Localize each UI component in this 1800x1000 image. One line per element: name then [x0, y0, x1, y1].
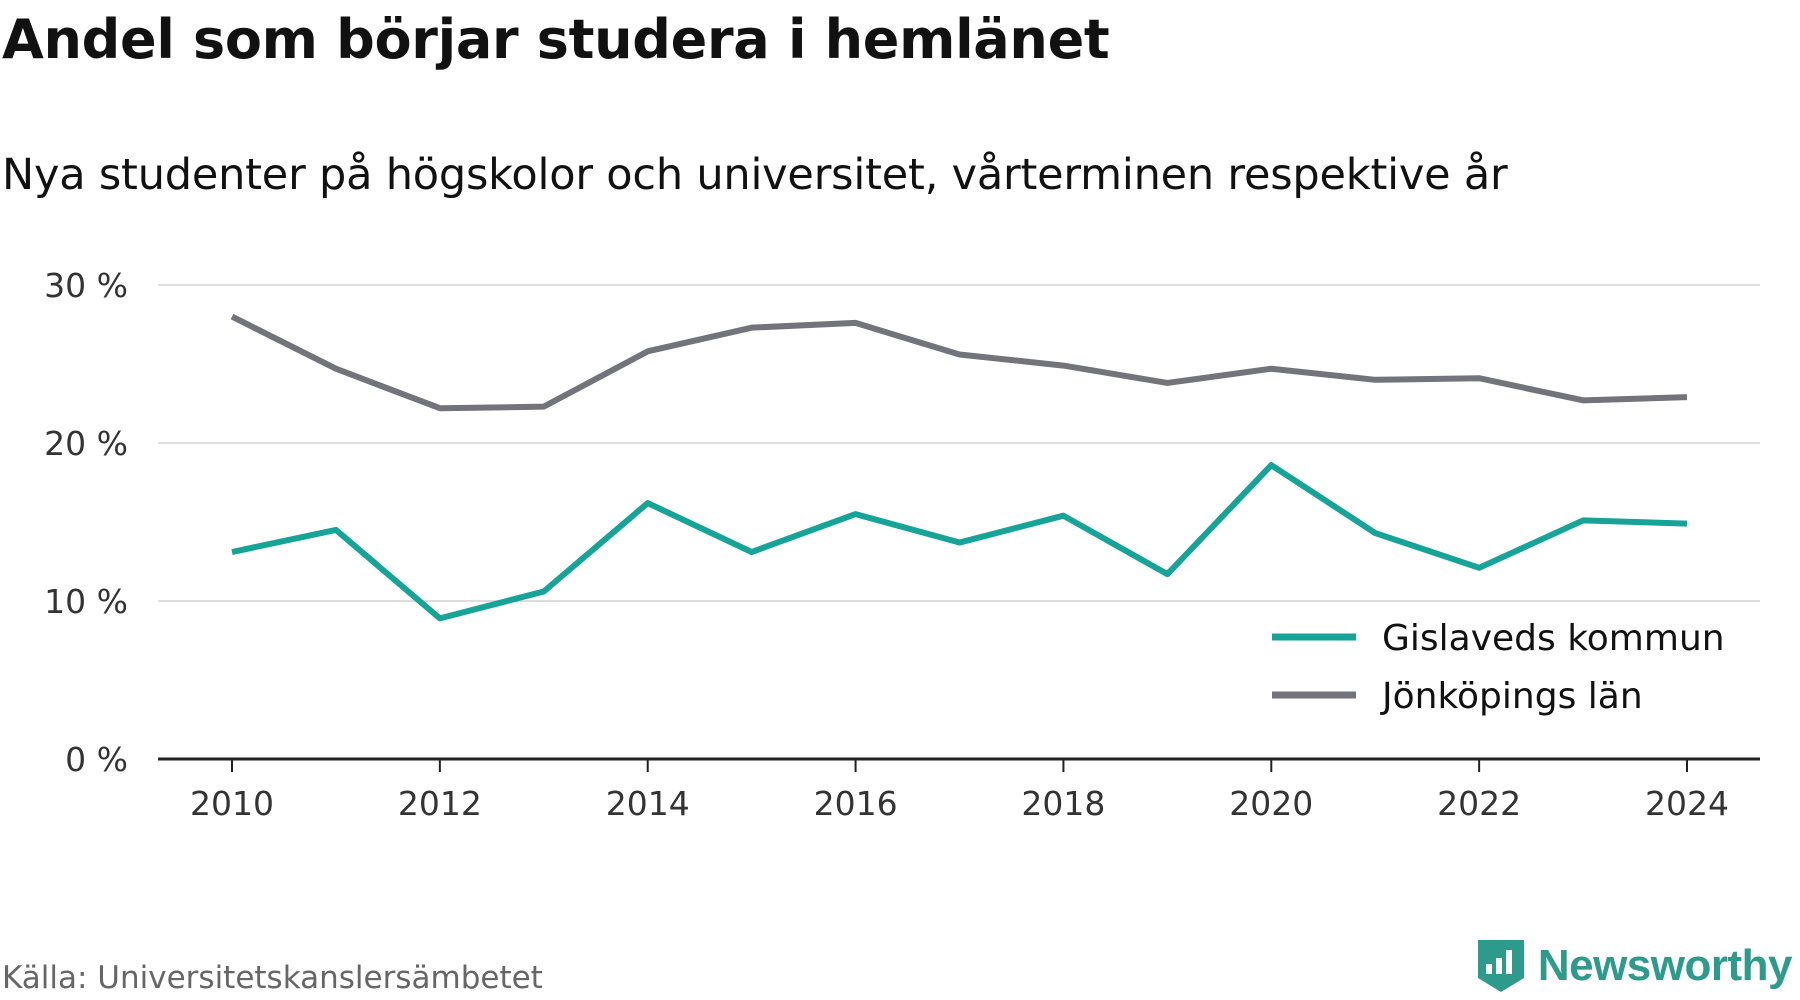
x-tick-label: 2024 [1645, 784, 1729, 823]
newsworthy-logo-icon [1477, 940, 1524, 992]
series-line [231, 462, 1688, 622]
x-tick-label: 2014 [606, 784, 690, 823]
chart-subtitle: Nya studenter på högskolor och universit… [2, 150, 1508, 200]
series-lines [230, 313, 1688, 622]
y-tick-label: 10 % [44, 582, 128, 621]
x-tick-label: 2016 [814, 784, 898, 823]
y-tick-label: 0 % [65, 740, 128, 779]
chart-title: Andel som börjar studera i hemlänet [2, 8, 1110, 71]
y-axis-tick-labels: 0 % 10 % 20 % 30 % [44, 266, 128, 779]
x-tick-label: 2010 [190, 784, 274, 823]
series-line [230, 313, 1688, 412]
legend-label: Jönköpings län [1380, 676, 1643, 717]
x-axis: 2010 2012 2014 2016 2018 2020 2022 2024 [158, 757, 1760, 823]
legend: Gislaveds kommun Jönköpings län [1272, 618, 1725, 717]
legend-label: Gislaveds kommun [1382, 618, 1725, 659]
x-tick-label: 2018 [1021, 784, 1105, 823]
x-tick-label: 2022 [1437, 784, 1521, 823]
gridlines [158, 284, 1760, 602]
brand-name: Newsworthy [1537, 941, 1793, 990]
y-tick-label: 20 % [44, 424, 128, 463]
y-tick-label: 30 % [44, 266, 128, 305]
source-note: Källa: Universitetskanslersämbetet [2, 960, 543, 996]
brand-logo: Newsworthy [1476, 938, 1793, 994]
x-tick-label: 2012 [398, 784, 482, 823]
x-tick-label: 2020 [1229, 784, 1313, 823]
